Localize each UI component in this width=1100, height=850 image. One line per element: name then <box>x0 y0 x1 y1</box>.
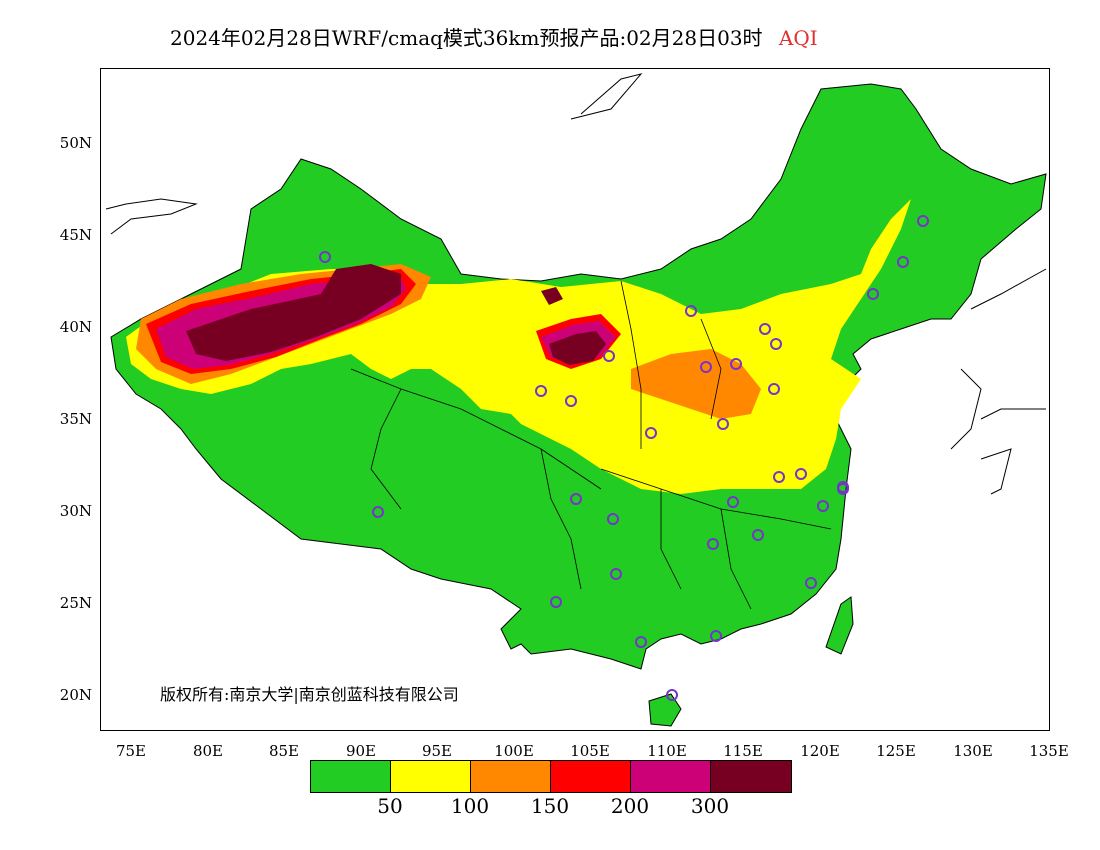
station-marker <box>372 506 384 518</box>
region-hazardous <box>186 264 401 361</box>
station-marker <box>700 361 712 373</box>
lat-label-30n: 30N <box>59 502 92 520</box>
station-marker <box>535 385 547 397</box>
lon-label-80e: 80E <box>192 742 224 760</box>
station-marker <box>607 513 619 525</box>
station-marker <box>752 529 764 541</box>
station-marker <box>610 568 622 580</box>
station-marker <box>645 427 657 439</box>
legend-tick-200: 200 <box>610 794 650 818</box>
station-marker <box>727 496 739 508</box>
map-title: 2024年02月28日WRF/cmaq模式36km预报产品:02月28日03时 … <box>170 22 818 51</box>
lat-label-35n: 35N <box>59 410 92 428</box>
legend-tick-50: 50 <box>377 794 403 818</box>
legend-swatch-good <box>311 761 391 792</box>
station-markers <box>319 215 929 701</box>
station-marker <box>603 350 615 362</box>
lat-label-40n: 40N <box>59 318 92 336</box>
lat-label-50n: 50N <box>59 134 92 152</box>
coastline-japan-korea <box>950 268 1047 495</box>
legend-swatch-hazardous <box>711 761 791 792</box>
region-hazardous-north <box>541 287 563 305</box>
legend-tick-100: 100 <box>450 794 490 818</box>
station-marker <box>795 468 807 480</box>
legend-tick-300: 300 <box>690 794 730 818</box>
station-marker <box>837 481 849 493</box>
region-hazardous-central <box>549 331 606 365</box>
station-marker <box>710 630 722 642</box>
coastline-north <box>105 73 643 235</box>
legend-swatch-usg <box>471 761 551 792</box>
lon-label-130e: 130E <box>953 742 993 760</box>
station-marker <box>707 538 719 550</box>
station-marker <box>917 215 929 227</box>
station-marker <box>770 338 782 350</box>
station-marker <box>759 323 771 335</box>
station-marker <box>867 288 879 300</box>
lat-label-20n: 20N <box>59 686 92 704</box>
station-marker <box>565 395 577 407</box>
lon-label-120e: 120E <box>800 742 840 760</box>
station-marker <box>550 596 562 608</box>
station-marker <box>897 256 909 268</box>
station-marker <box>817 500 829 512</box>
lat-label-25n: 25N <box>59 594 92 612</box>
station-marker <box>635 636 647 648</box>
legend-tick-150: 150 <box>530 794 570 818</box>
lon-label-85e: 85E <box>268 742 300 760</box>
aqi-map <box>100 68 1050 731</box>
lon-label-110e: 110E <box>647 742 687 760</box>
province-borders <box>350 280 832 610</box>
station-marker <box>717 418 729 430</box>
island-taiwan <box>825 596 854 655</box>
copyright-text: 版权所有:南京大学|南京创蓝科技有限公司 <box>160 685 459 704</box>
station-marker <box>685 305 697 317</box>
lon-label-100e: 100E <box>494 742 534 760</box>
lat-label-45n: 45N <box>59 226 92 244</box>
lon-label-90e: 90E <box>345 742 377 760</box>
station-marker <box>805 577 817 589</box>
station-marker <box>773 471 785 483</box>
lon-label-95e: 95E <box>421 742 453 760</box>
station-marker <box>570 493 582 505</box>
aqi-legend <box>310 760 792 793</box>
legend-swatch-unhealthy <box>551 761 631 792</box>
map-svg <box>105 73 1047 727</box>
title-main: 2024年02月28日WRF/cmaq模式36km预报产品:02月28日03时 <box>170 26 763 50</box>
station-marker <box>319 251 331 263</box>
lon-label-135e: 135E <box>1029 742 1069 760</box>
lon-label-105e: 105E <box>570 742 610 760</box>
lon-label-75e: 75E <box>115 742 147 760</box>
legend-swatch-moderate <box>391 761 471 792</box>
lon-label-115e: 115E <box>723 742 763 760</box>
station-marker <box>730 358 742 370</box>
title-variable: AQI <box>778 26 818 50</box>
station-marker <box>666 689 678 701</box>
station-marker <box>768 383 780 395</box>
region-usg <box>631 349 761 419</box>
legend-swatch-very-unhealthy <box>631 761 711 792</box>
lon-label-125e: 125E <box>876 742 916 760</box>
